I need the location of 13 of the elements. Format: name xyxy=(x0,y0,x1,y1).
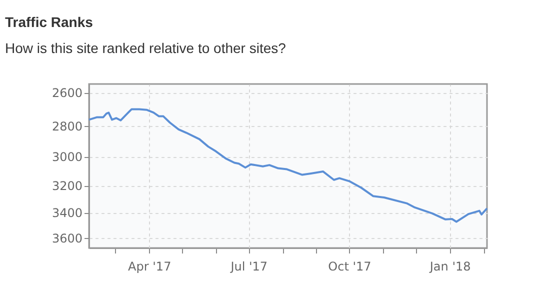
y-tick-label: 3200 xyxy=(52,179,82,194)
y-tick-label: 3400 xyxy=(52,206,82,220)
x-tick-label: Jan '18 xyxy=(428,260,471,274)
y-tick-label: 2800 xyxy=(52,119,82,134)
line-series xyxy=(88,108,488,223)
y-tick-label: 3600 xyxy=(52,232,82,246)
chart-subtitle: How is this site ranked relative to other sites? xyxy=(5,40,286,56)
y-tick-label: 3000 xyxy=(52,150,82,164)
chart-title: Traffic Ranks xyxy=(5,14,94,30)
x-tick-label: Apr '17 xyxy=(128,260,172,274)
x-tick-label: Oct '17 xyxy=(328,260,372,274)
y-tick-label: 2600 xyxy=(52,86,82,100)
x-tick-label: Jul '17 xyxy=(230,260,268,274)
